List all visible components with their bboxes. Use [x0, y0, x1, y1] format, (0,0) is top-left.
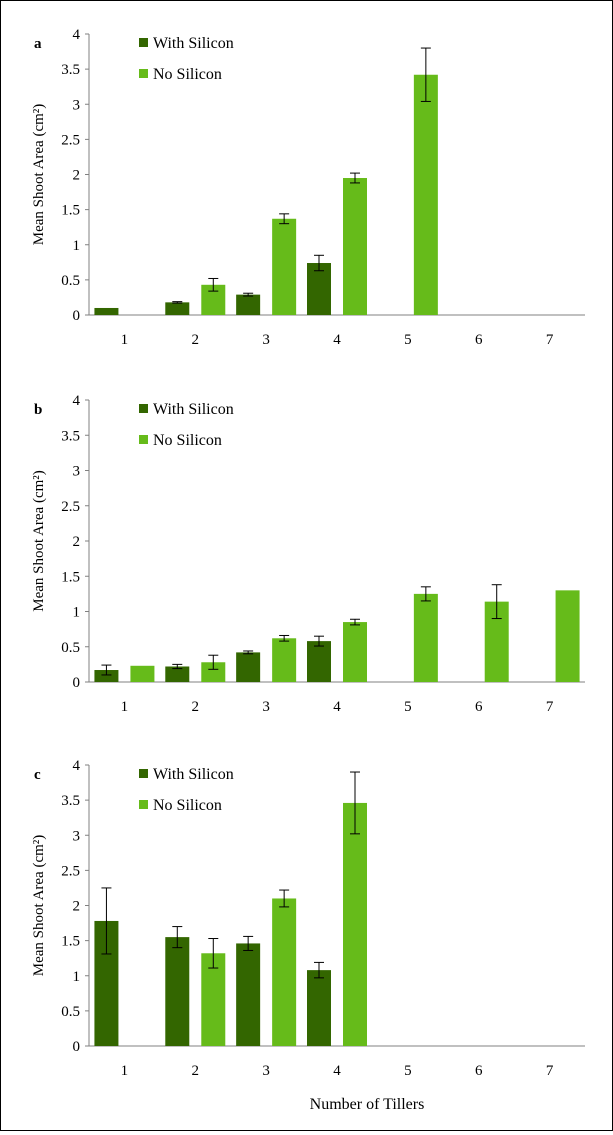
bar-with-silicon: [307, 263, 331, 315]
bar-no-silicon: [201, 953, 226, 1046]
bar-with-silicon: [236, 943, 261, 1046]
bar-with-silicon: [307, 641, 331, 682]
y-tick-label: 0.5: [61, 1004, 80, 1020]
bar-no-silicon: [343, 802, 367, 1046]
panel-label: a: [34, 36, 42, 52]
bar-no-silicon: [343, 178, 367, 315]
legend-label-with-silicon: With Silicon: [153, 401, 234, 418]
x-tick-label: 1: [121, 699, 129, 715]
chart-panel-b: 0 0.5 1 1.5 2 2.5 3 3.5 4 1 2 3 4 5 6 7 Mean Shoot Area …: [31, 393, 585, 715]
panel-label: b: [34, 402, 42, 418]
bar-no-silicon: [272, 638, 297, 682]
bar-with-silicon: [236, 294, 261, 315]
legend-swatch-with-silicon: [139, 769, 148, 778]
y-tick-label: 1.5: [61, 203, 80, 219]
y-tick-label: 2.5: [61, 132, 80, 148]
y-tick-label: 2: [73, 899, 81, 915]
y-tick-label: 0: [73, 1039, 81, 1055]
x-tick-label: 7: [546, 332, 554, 348]
x-tick-label: 2: [192, 1063, 200, 1079]
bar-with-silicon: [165, 937, 190, 1046]
y-tick-label: 0: [73, 308, 81, 324]
y-tick-label: 1.5: [61, 569, 80, 585]
bar-no-silicon: [272, 218, 297, 315]
legend-swatch-no-silicon: [139, 435, 148, 444]
x-tick-label: 4: [333, 1063, 341, 1079]
y-tick-label: 3.5: [61, 793, 80, 809]
y-axis-title: Mean Shoot Area (cm²): [31, 835, 47, 977]
x-tick-label: 3: [262, 699, 270, 715]
bar-no-silicon: [272, 898, 297, 1046]
bar-with-silicon: [165, 666, 190, 682]
legend-swatch-no-silicon: [139, 69, 148, 78]
y-axis-title: Mean Shoot Area (cm²): [31, 470, 47, 612]
bar-no-silicon: [343, 622, 367, 682]
legend-label-with-silicon: With Silicon: [153, 766, 234, 783]
bar-with-silicon: [236, 652, 261, 682]
y-tick-label: 3.5: [61, 428, 80, 444]
y-tick-label: 2: [73, 168, 81, 184]
x-tick-label: 7: [546, 699, 554, 715]
y-tick-label: 4: [73, 27, 81, 43]
x-tick-label: 2: [192, 699, 200, 715]
legend-label-with-silicon: With Silicon: [153, 35, 234, 52]
y-tick-label: 1: [73, 238, 81, 254]
legend-swatch-with-silicon: [139, 404, 148, 413]
legend-label-no-silicon: No Silicon: [153, 432, 222, 449]
bar-with-silicon: [94, 307, 119, 315]
y-tick-label: 3.5: [61, 62, 80, 78]
bar-no-silicon: [413, 74, 438, 316]
y-tick-label: 3: [73, 828, 81, 844]
y-tick-label: 2.5: [61, 499, 80, 515]
panel-label: c: [34, 767, 41, 783]
chart-panel-a: 0 0.5 1 1.5 2 2.5 3 3.5 4 1 2 3 4 5 6 7 Mean Shoot Area …: [31, 27, 585, 348]
bar-no-silicon: [130, 665, 155, 682]
bar-with-silicon: [307, 970, 331, 1046]
y-tick-label: 2.5: [61, 863, 80, 879]
bar-no-silicon: [201, 662, 226, 682]
legend-swatch-no-silicon: [139, 800, 148, 809]
y-tick-label: 3: [73, 97, 81, 113]
x-tick-label: 6: [475, 1063, 483, 1079]
bar-no-silicon: [555, 590, 580, 682]
y-tick-label: 0.5: [61, 273, 80, 289]
y-tick-label: 0: [73, 675, 81, 691]
x-tick-label: 4: [333, 699, 341, 715]
x-tick-label: 2: [192, 332, 200, 348]
legend-label-no-silicon: No Silicon: [153, 797, 222, 814]
y-tick-label: 2: [73, 534, 81, 550]
x-tick-label: 3: [262, 332, 270, 348]
x-tick-label: 1: [121, 332, 129, 348]
y-tick-label: 4: [73, 393, 81, 409]
y-axis-title: Mean Shoot Area (cm²): [31, 104, 47, 246]
chart-panel-c: 0 0.5 1 1.5 2 2.5 3 3.5 4 1 2 3 4 5 6 7 Mean Shoot Area …: [31, 758, 585, 1079]
y-tick-label: 4: [73, 758, 81, 774]
x-tick-label: 5: [404, 1063, 412, 1079]
x-tick-label: 6: [475, 699, 483, 715]
x-tick-label: 1: [121, 1063, 129, 1079]
x-tick-label: 5: [404, 332, 412, 348]
legend-label-no-silicon: No Silicon: [153, 66, 222, 83]
x-axis-title: Number of Tillers: [310, 1096, 425, 1113]
x-tick-label: 7: [546, 1063, 554, 1079]
legend-swatch-with-silicon: [139, 38, 148, 47]
y-tick-label: 3: [73, 464, 81, 480]
bar-with-silicon: [94, 670, 119, 682]
y-tick-label: 1.5: [61, 934, 80, 950]
x-tick-label: 6: [475, 332, 483, 348]
bar-with-silicon: [165, 302, 190, 315]
y-tick-label: 0.5: [61, 640, 80, 656]
x-tick-label: 4: [333, 332, 341, 348]
y-tick-label: 1: [73, 969, 81, 985]
y-tick-label: 1: [73, 605, 81, 621]
x-tick-label: 3: [262, 1063, 270, 1079]
bar-no-silicon: [413, 593, 438, 682]
x-tick-label: 5: [404, 699, 412, 715]
